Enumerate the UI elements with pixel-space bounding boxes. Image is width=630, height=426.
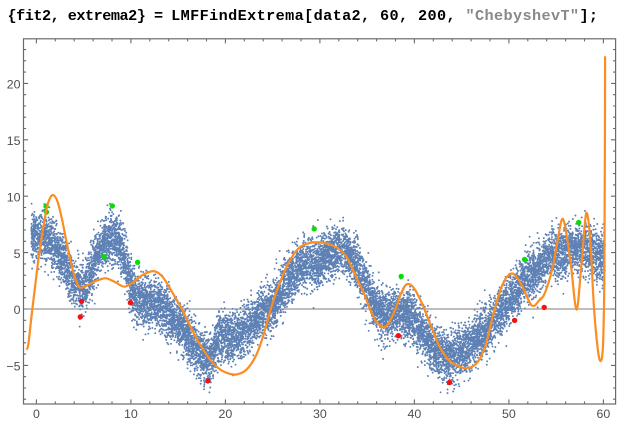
svg-text:−5: −5 bbox=[6, 360, 20, 374]
svg-text:0: 0 bbox=[33, 407, 40, 421]
svg-text:10: 10 bbox=[124, 407, 138, 421]
svg-text:15: 15 bbox=[7, 134, 21, 148]
svg-text:40: 40 bbox=[408, 407, 422, 421]
svg-text:50: 50 bbox=[502, 407, 516, 421]
svg-text:0: 0 bbox=[14, 303, 21, 317]
svg-text:20: 20 bbox=[7, 78, 21, 92]
svg-text:10: 10 bbox=[7, 190, 21, 204]
svg-text:20: 20 bbox=[219, 407, 233, 421]
svg-text:5: 5 bbox=[14, 247, 21, 261]
svg-text:30: 30 bbox=[313, 407, 327, 421]
svg-text:60: 60 bbox=[597, 407, 611, 421]
